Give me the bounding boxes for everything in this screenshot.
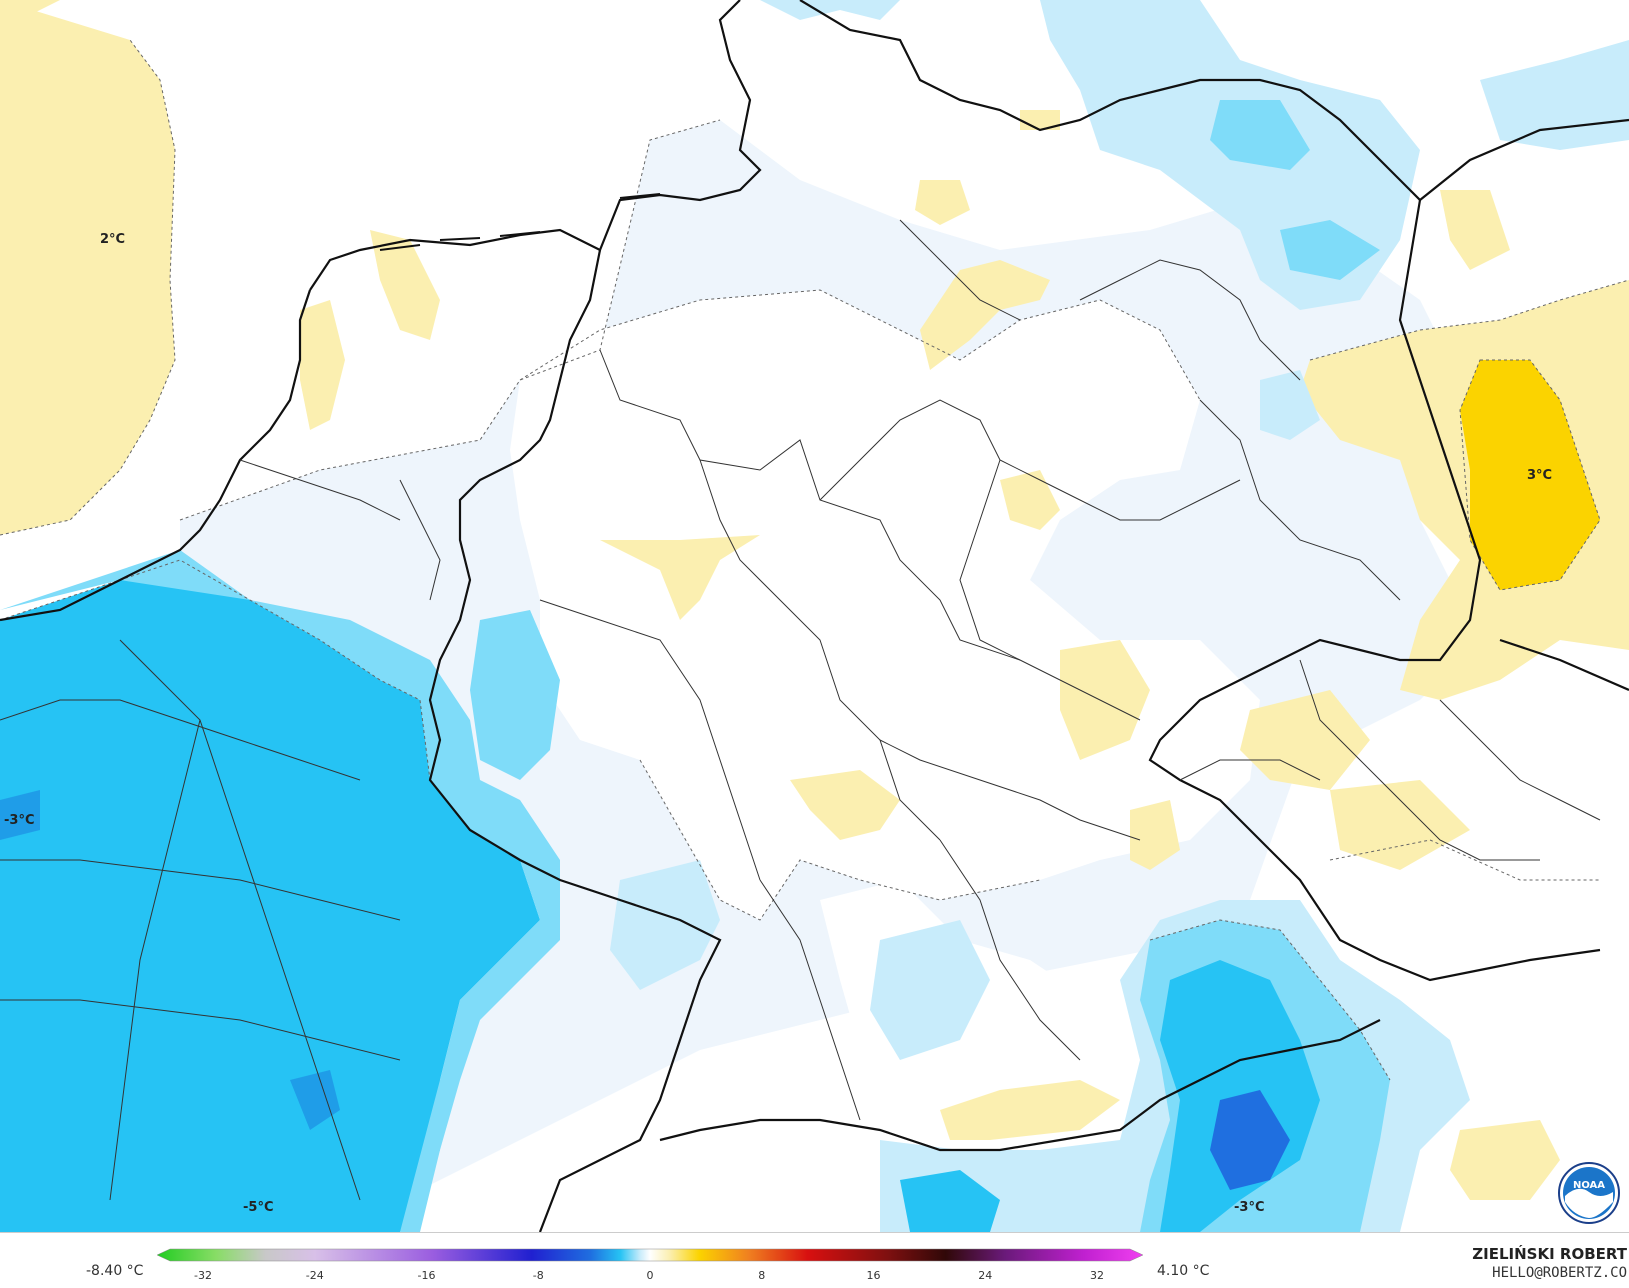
legend-tick-label: -16 <box>418 1269 436 1282</box>
neutral-area-north <box>760 40 1150 210</box>
contour-label-2c: 2°C <box>100 232 125 247</box>
coastline-and-national-borders <box>0 0 1629 1232</box>
warm-patch-czech-south <box>1330 780 1470 870</box>
warm-patch-saxony <box>1130 800 1180 870</box>
temperature-map: 2°C 3°C -3°C -5°C -3°C <box>0 0 1629 1232</box>
neutral-area-central <box>510 290 1260 920</box>
warm-patch-saxony-anhalt <box>1000 470 1060 530</box>
warm-area-north-sea-edge <box>0 0 60 30</box>
warm-patch-netherlands <box>370 230 440 340</box>
svg-text:NOAA: NOAA <box>1573 1180 1605 1191</box>
cold-area-pomerania <box>1480 40 1629 150</box>
cold-area-alps-west <box>900 1170 1000 1232</box>
legend-tick-label: -24 <box>306 1269 324 1282</box>
legend-tick-label: 32 <box>1090 1269 1104 1282</box>
contour-label-minus3c-west: -3°C <box>4 813 34 828</box>
warm-patch-czech <box>1240 690 1370 790</box>
cold-area-rhine <box>470 610 560 780</box>
cold-patch-central-2 <box>870 920 990 1060</box>
legend-tick-label: 0 <box>647 1269 654 1282</box>
contour-label-minus3c-south: -3°C <box>1234 1200 1264 1215</box>
contour-lines <box>0 39 1629 1081</box>
cold-area-denmark <box>760 0 900 20</box>
noaa-logo: NOAA <box>1558 1162 1620 1224</box>
warm-patch-poland-north <box>1440 190 1510 270</box>
warm-patch-franconia <box>790 770 900 840</box>
legend-tick-label: -32 <box>194 1269 212 1282</box>
cold-area-baltic-mid-2 <box>1280 220 1380 280</box>
warm-patch-hamburg <box>915 180 970 225</box>
author-name: ZIELIŃSKI ROBERT <box>1472 1245 1627 1263</box>
cold-area-alps-deep <box>1210 1090 1290 1190</box>
legend-bar: -8.40 °C <box>0 1232 1629 1288</box>
cold-area-west-band <box>0 550 250 610</box>
temperature-color-scale: -32 -24 -16 -8 0 8 16 24 32 <box>156 1248 1144 1282</box>
contour-label-minus5c: -5°C <box>243 1200 273 1215</box>
legend-tick-label: 16 <box>867 1269 881 1282</box>
legend-tick-label: 8 <box>758 1269 765 1282</box>
frisian-islands <box>379 193 661 251</box>
author-email: HELLO@ROBERTZ.CO <box>1492 1265 1627 1281</box>
warm-area-east-strong <box>1460 360 1600 590</box>
legend-tick-label: -8 <box>533 1269 544 1282</box>
cold-patch-central-1 <box>610 860 720 990</box>
legend-min-value: -8.40 °C <box>86 1263 144 1279</box>
warm-area-north-sea <box>0 0 175 535</box>
contour-label-3c-east: 3°C <box>1527 468 1552 483</box>
legend-max-value: 4.10 °C <box>1157 1263 1210 1279</box>
regional-borders <box>0 219 1601 1201</box>
warm-patch-austria-east <box>1450 1120 1560 1200</box>
warm-patch-bavaria-south <box>940 1080 1120 1140</box>
warm-patch-hesse <box>600 535 760 620</box>
cold-area-west-deep-1 <box>290 1070 340 1130</box>
warm-patch-north-german <box>920 260 1050 370</box>
cold-area-baltic-mid <box>1210 100 1310 170</box>
warm-patch-netherlands-coast <box>300 300 345 430</box>
cold-patch-east-1 <box>1260 370 1320 440</box>
warm-patch-thuringia <box>1060 640 1150 760</box>
legend-tick-label: 24 <box>978 1269 992 1282</box>
cold-area-west <box>0 560 540 1232</box>
cold-area-west-deep-2 <box>0 790 40 840</box>
